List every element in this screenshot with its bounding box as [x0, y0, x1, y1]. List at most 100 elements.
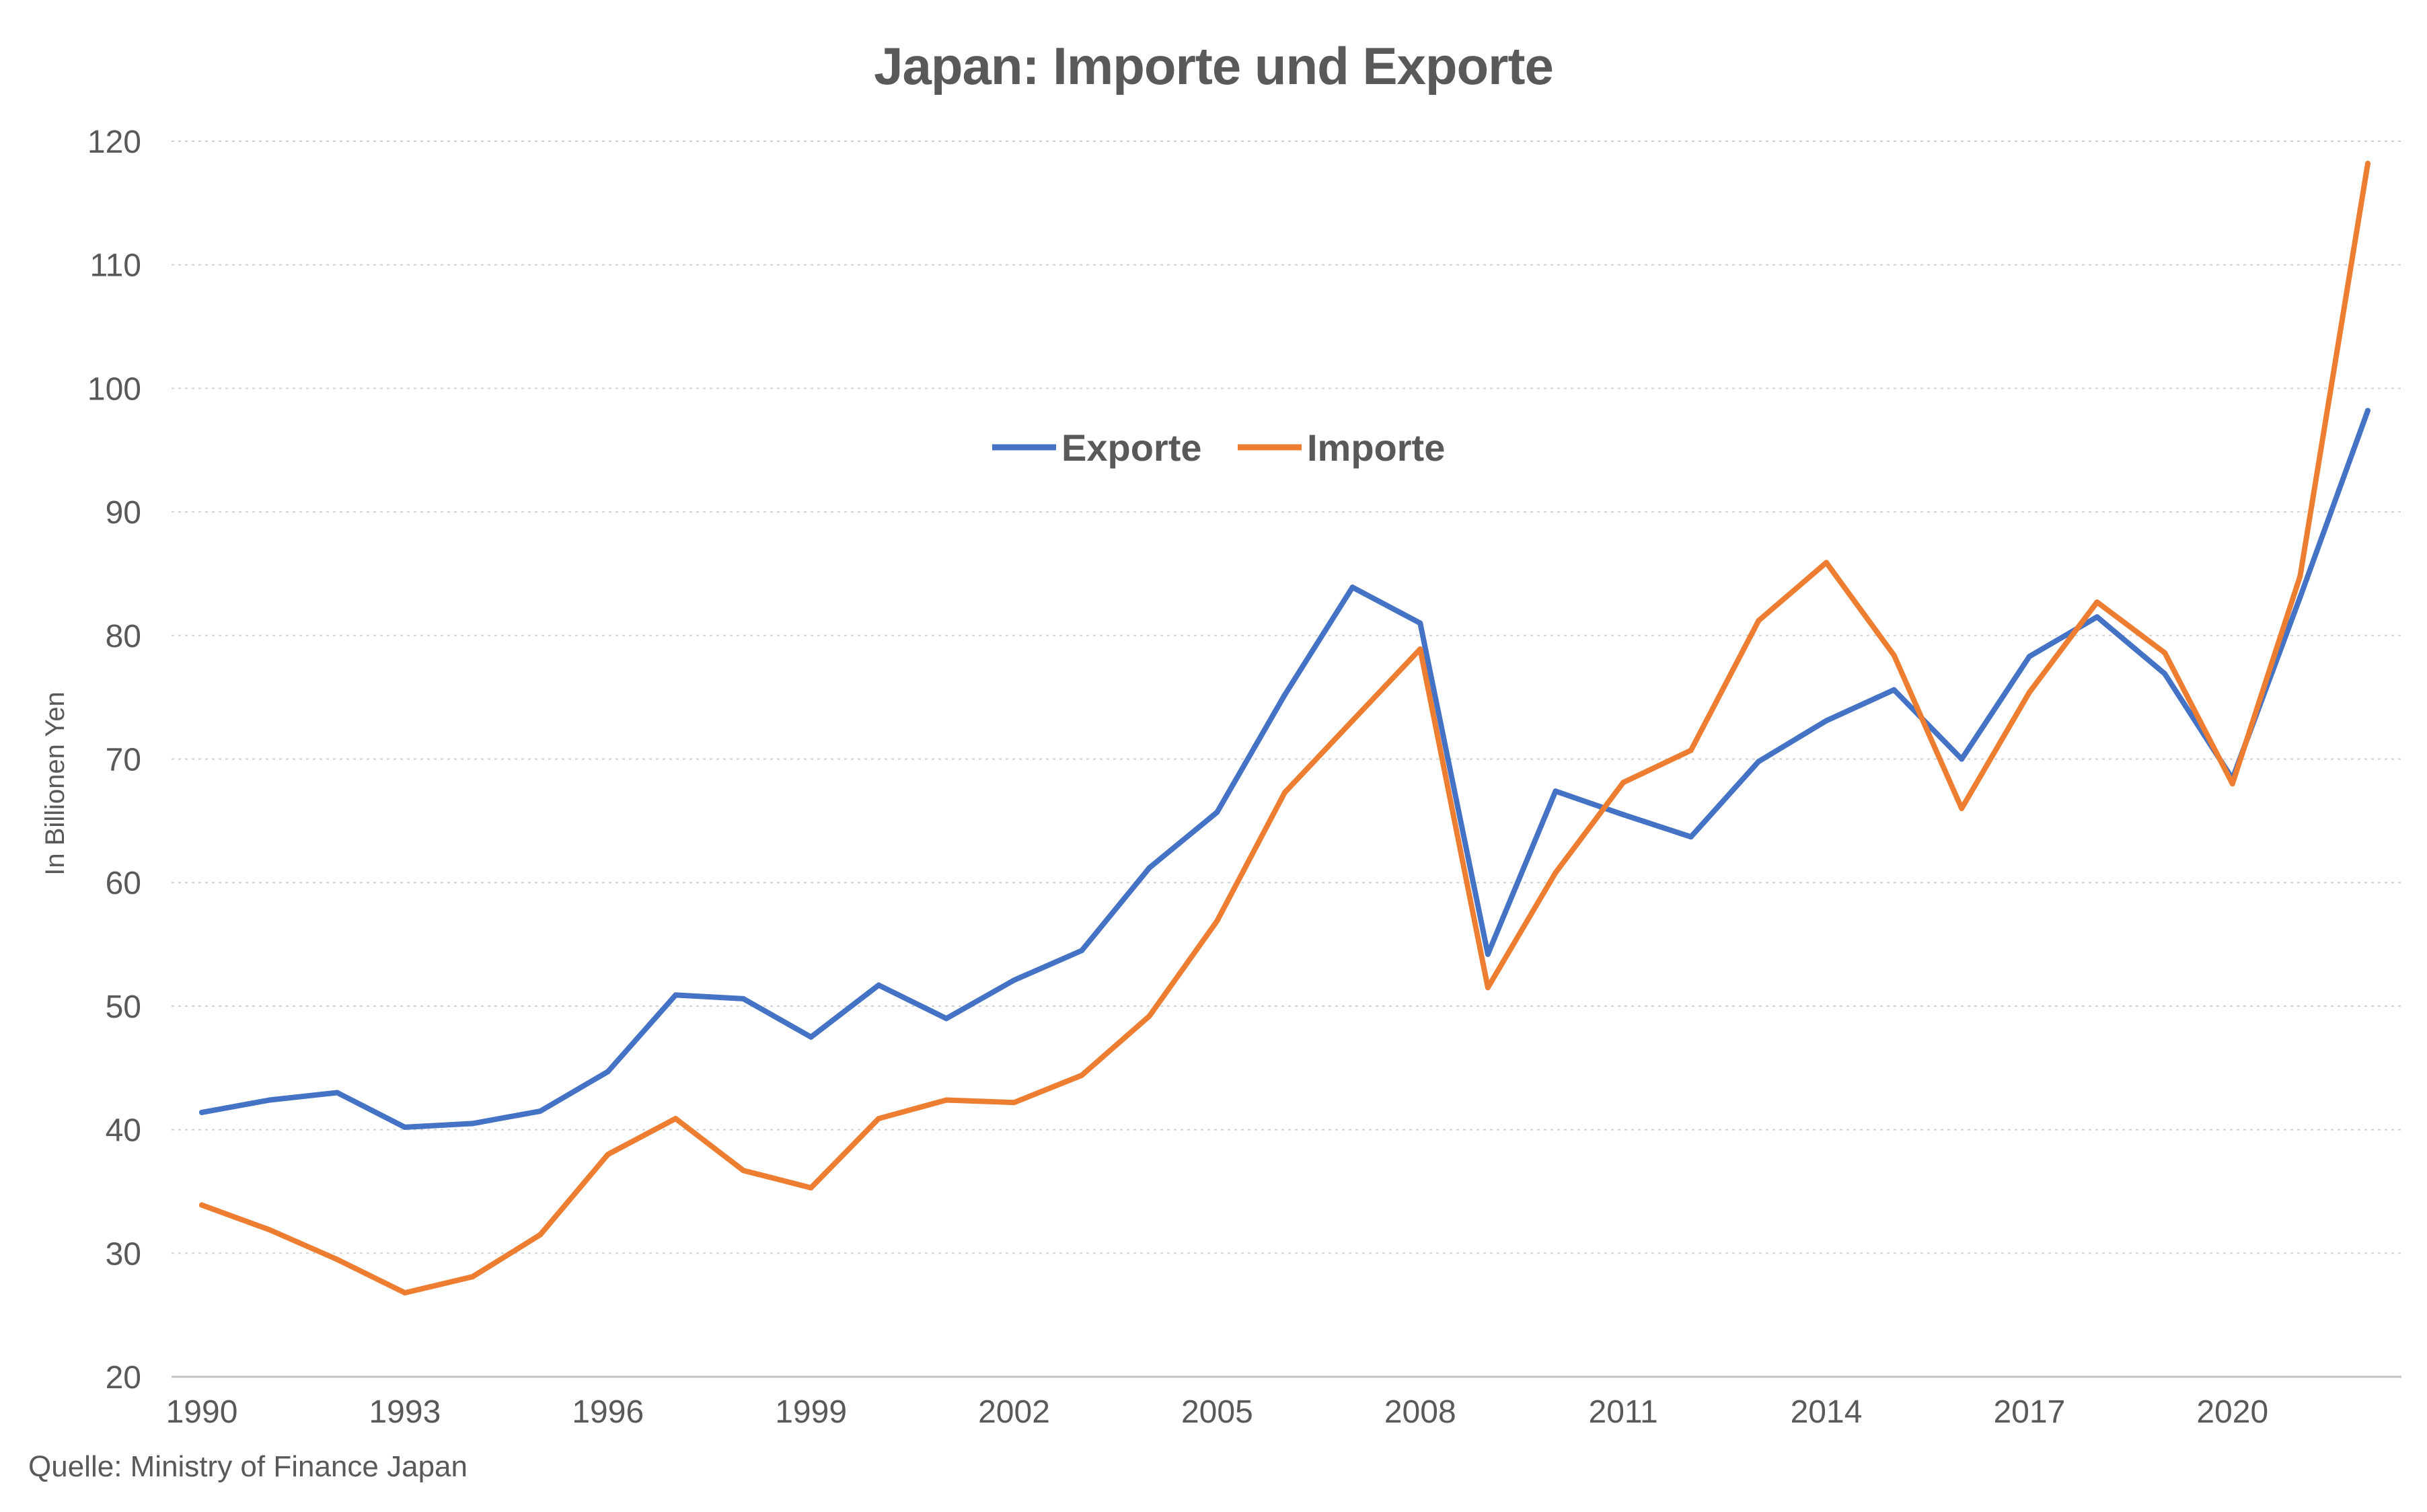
data-point	[1349, 718, 1355, 724]
data-point	[1417, 646, 1423, 652]
data-point	[1824, 560, 1829, 566]
y-axis-label: In Billionen Yen	[40, 691, 70, 876]
data-point	[2026, 654, 2032, 660]
legend-label-exporte: Exporte	[1061, 426, 1202, 469]
x-tick-label: 2017	[1993, 1394, 2065, 1430]
y-tick-label: 70	[106, 743, 141, 778]
data-point	[943, 1097, 949, 1103]
data-point	[402, 1124, 408, 1130]
data-point	[1146, 865, 1152, 871]
data-point	[1620, 780, 1627, 786]
chart-title: Japan: Importe und Exporte	[874, 36, 1553, 96]
x-tick-label: 1996	[572, 1394, 644, 1430]
data-point	[1756, 617, 1762, 623]
source-note: Quelle: Ministry of Finance Japan	[28, 1450, 468, 1483]
x-axis-ticks: 1990 1993 1996 1999 2002 2005 2008 2011 2014 2017…	[166, 1394, 2269, 1430]
data-point	[1282, 790, 1287, 796]
data-point	[1214, 918, 1220, 924]
data-point	[334, 1090, 340, 1096]
data-point	[1485, 951, 1491, 957]
data-point	[741, 995, 746, 1001]
y-tick-label: 20	[106, 1360, 141, 1396]
data-point	[1824, 718, 1829, 724]
data-point	[1959, 756, 1965, 762]
data-point	[2365, 161, 2370, 167]
x-tick-label: 2011	[1589, 1394, 1658, 1430]
data-point	[470, 1121, 476, 1127]
x-tick-label: 2005	[1181, 1394, 1253, 1430]
y-tick-label: 60	[106, 866, 141, 901]
data-point	[1079, 1072, 1085, 1078]
data-point	[741, 1168, 746, 1174]
data-point	[1959, 805, 1965, 811]
data-point	[1756, 759, 1762, 765]
data-point	[2094, 614, 2100, 620]
data-point	[943, 1016, 949, 1022]
x-tick-label: 2002	[978, 1394, 1050, 1430]
data-point	[199, 1202, 204, 1208]
data-point	[199, 1109, 204, 1115]
data-point	[1688, 834, 1694, 840]
y-tick-label: 80	[106, 619, 141, 654]
y-tick-label: 50	[106, 989, 141, 1025]
data-point	[266, 1097, 272, 1103]
data-point	[402, 1290, 408, 1296]
x-tick-label: 2008	[1384, 1394, 1456, 1430]
data-point	[470, 1274, 476, 1280]
data-point	[537, 1108, 544, 1114]
y-tick-label: 90	[106, 495, 141, 531]
data-point	[1891, 687, 1897, 693]
y-tick-label: 40	[106, 1113, 141, 1149]
y-tick-label: 110	[89, 248, 141, 284]
data-point	[1688, 747, 1694, 753]
data-point	[334, 1256, 340, 1262]
gridlines	[172, 141, 2401, 1254]
x-tick-label: 1993	[369, 1394, 441, 1430]
data-point	[2229, 781, 2235, 787]
data-point	[876, 1116, 882, 1122]
legend: Exporte Importe	[992, 426, 1445, 469]
data-point	[537, 1232, 544, 1238]
data-point	[1214, 809, 1220, 815]
x-tick-label: 2014	[1791, 1394, 1863, 1430]
data-point	[1349, 584, 1355, 591]
data-point	[1282, 691, 1287, 697]
y-tick-label: 120	[87, 124, 141, 160]
data-point	[266, 1227, 272, 1233]
data-point	[605, 1151, 611, 1158]
data-point	[1011, 977, 1017, 983]
data-point	[1011, 1100, 1017, 1106]
data-point	[808, 1034, 814, 1040]
data-point	[2365, 408, 2370, 414]
data-point	[2297, 594, 2303, 600]
data-point	[2162, 650, 2168, 656]
series-points-importe	[199, 161, 2370, 1296]
series-lines	[199, 161, 2370, 1296]
data-point	[2297, 573, 2303, 579]
data-point	[808, 1184, 814, 1190]
series-points-exporte	[199, 408, 2370, 1130]
x-tick-label: 2020	[2196, 1394, 2268, 1430]
data-point	[1553, 870, 1559, 876]
data-point	[1620, 812, 1627, 818]
data-point	[2162, 671, 2168, 677]
data-point	[1553, 788, 1559, 794]
x-tick-label: 1999	[775, 1394, 847, 1430]
data-point	[1485, 985, 1491, 991]
data-point	[673, 992, 679, 998]
data-point	[2094, 599, 2100, 605]
y-axis-ticks: 20 30 40 50 60 70 80 90 100 110 120	[87, 124, 141, 1396]
data-point	[673, 1116, 679, 1122]
y-tick-label: 100	[87, 371, 141, 407]
data-point	[1891, 652, 1897, 658]
legend-label-importe: Importe	[1307, 426, 1445, 469]
series-line-importe	[199, 161, 2370, 1296]
x-tick-label: 1990	[166, 1394, 238, 1430]
data-point	[2026, 689, 2032, 695]
data-point	[1417, 620, 1423, 626]
series-line-exporte	[199, 408, 2370, 1130]
y-tick-label: 30	[106, 1236, 141, 1272]
data-point	[876, 982, 882, 988]
data-point	[605, 1069, 611, 1075]
